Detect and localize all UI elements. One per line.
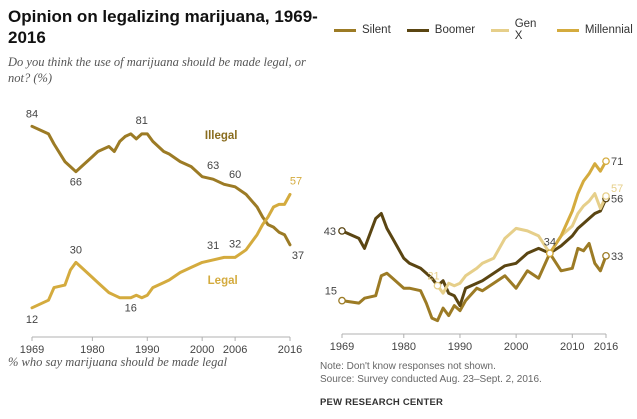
boomer-start-marker — [338, 227, 346, 235]
legend-label-boomer: Boomer — [434, 24, 476, 36]
x-tick-label-2006: 2006 — [223, 344, 247, 356]
silent-end-marker — [602, 251, 610, 260]
chart-footnote: % who say marijuana should be made legal — [8, 355, 228, 369]
x-tick-label-1980: 1980 — [80, 344, 104, 356]
legal-value-label-1987: 16 — [125, 303, 137, 315]
x-tick-label-2010: 2010 — [560, 341, 584, 353]
legal-value-label-2002: 31 — [207, 240, 219, 252]
series-line-legal — [30, 192, 292, 310]
legend-swatch-silent — [334, 28, 356, 32]
illegal-value-label-2016: 37 — [292, 250, 304, 262]
illegal-value-label-2002: 63 — [207, 160, 219, 172]
x-tick-label-2000: 2000 — [190, 344, 214, 356]
boomer-value-label-2016: 56 — [611, 194, 623, 206]
legend-item-genx: Gen X — [491, 18, 541, 42]
legal-series-label: Legal — [208, 275, 238, 287]
x-tick-label-1969: 1969 — [330, 341, 354, 353]
series-line-silent — [340, 241, 608, 323]
legal-value-label-2016: 57 — [290, 175, 302, 187]
x-tick-label-1980: 1980 — [392, 341, 416, 353]
illegal-value-label-1977: 66 — [70, 177, 82, 189]
genx-start-marker — [433, 281, 442, 290]
legend-swatch-genx — [491, 28, 509, 32]
credit-line: PEW RESEARCH CENTER — [320, 397, 444, 408]
chart-subtitle: Do you think the use of marijuana should… — [8, 55, 306, 85]
silent-value-label-2006: 34 — [544, 236, 556, 248]
legend-item-millennial: Millennial — [556, 18, 633, 42]
genx-end-marker — [602, 192, 610, 200]
legend-label-millennial: Millennial — [584, 24, 633, 36]
legend-label-silent: Silent — [362, 24, 391, 36]
illegal-value-label-2006: 60 — [229, 169, 241, 181]
genx-value-label-2016: 57 — [611, 183, 623, 195]
x-tick-label-2016: 2016 — [278, 344, 302, 356]
illegal-series-label: Illegal — [205, 130, 238, 142]
note-line-source: Source: Survey conducted Aug. 23–Sept. 2… — [320, 374, 542, 385]
x-tick-label-1990: 1990 — [448, 341, 472, 353]
millennial-value-label-2016: 71 — [611, 156, 623, 168]
millennial-end-marker — [602, 157, 610, 166]
legal-value-label-1969: 12 — [26, 314, 38, 326]
genx-value-label-1986: 21 — [427, 271, 439, 283]
chart-title: Opinion on legalizing marijuana, 1969-20… — [8, 7, 318, 47]
series-line-boomer — [340, 197, 608, 308]
silent-value-label-2016: 33 — [611, 251, 623, 263]
right-chart-panel: 1969 1980 1990 2000 2010 2016 15 34 33 43 56 21 57 71 — [324, 156, 624, 353]
source-note: Note: Don't know responses not shown. So… — [320, 360, 542, 386]
legend-item-silent: Silent — [334, 18, 391, 42]
illegal-value-label-1989: 81 — [136, 115, 148, 127]
series-line-genx — [436, 192, 608, 295]
millennial-start-marker — [545, 249, 554, 258]
note-line-dont-know: Note: Don't know responses not shown. — [320, 361, 496, 372]
legal-value-label-2006: 32 — [229, 238, 241, 250]
left-chart-panel: 1969 1980 1990 2000 2006 2016 84 66 81 63 60 37 12 30… — [20, 108, 304, 356]
silent-start-marker — [338, 296, 346, 305]
x-tick-label-2000: 2000 — [504, 341, 528, 353]
series-line-millennial — [548, 159, 608, 255]
x-tick-label-1969: 1969 — [20, 344, 44, 356]
legend-label-genx: Gen X — [514, 18, 537, 42]
legend: Silent Boomer Gen X Millennial — [334, 18, 637, 42]
boomer-value-label-1969: 43 — [324, 226, 336, 238]
legend-swatch-boomer — [406, 28, 429, 32]
legal-value-label-1977: 30 — [70, 244, 82, 256]
silent-value-label-1969: 15 — [325, 286, 337, 298]
x-tick-label-2016: 2016 — [594, 341, 618, 353]
illegal-value-label-1969: 84 — [26, 108, 38, 120]
x-tick-label-1990: 1990 — [135, 344, 159, 356]
series-line-illegal — [30, 124, 292, 247]
legend-item-boomer: Boomer — [406, 18, 476, 42]
legend-swatch-millennial — [556, 28, 579, 32]
